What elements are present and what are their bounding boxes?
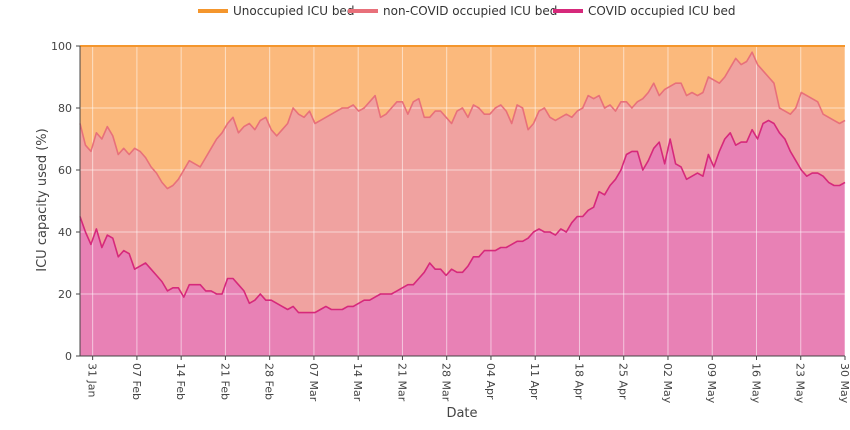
x-tick-label: 14 Mar — [351, 363, 364, 402]
x-axis: 31 Jan 07 Feb 14 Feb 21 Feb 28 Feb 07 Mar 14 M… — [80, 355, 850, 404]
x-tick-label: 30 May — [838, 363, 850, 404]
x-tick-label: 31 Jan — [86, 363, 99, 397]
x-tick-label: 28 Feb — [263, 363, 276, 400]
y-tick-label: 60 — [58, 164, 72, 177]
x-tick-label: 18 Apr — [572, 363, 585, 400]
x-tick-label: 23 May — [794, 363, 807, 404]
y-tick-label: 40 — [58, 226, 72, 239]
x-tick-label: 28 Mar — [440, 363, 453, 402]
x-tick-label: 25 Apr — [617, 363, 630, 400]
x-tick-label: 21 Mar — [395, 363, 408, 402]
y-tick-label: 80 — [58, 102, 72, 115]
x-tick-label: 07 Feb — [130, 363, 143, 400]
covid-area — [80, 120, 845, 357]
legend-label-covid: COVID occupied ICU bed — [588, 4, 735, 18]
legend-item-covid[interactable]: COVID occupied ICU bed — [553, 4, 735, 18]
x-tick-label: 14 Feb — [174, 363, 187, 400]
x-tick-label: 11 Apr — [528, 363, 541, 400]
legend[interactable]: Unoccupied ICU bed non-COVID occupied IC… — [198, 4, 735, 18]
x-tick-label: 21 Feb — [218, 363, 231, 400]
x-tick-label: 02 May — [661, 363, 674, 404]
legend-label-unoccupied: Unoccupied ICU bed — [233, 4, 354, 18]
non-covid-line — [79, 51, 846, 190]
y-tick-label: 0 — [65, 350, 72, 363]
covid-line — [79, 119, 846, 314]
y-axis: 0 20 40 60 80 100 — [51, 40, 81, 363]
x-tick-label: 16 May — [749, 363, 762, 404]
legend-item-unoccupied[interactable]: Unoccupied ICU bed — [198, 4, 354, 18]
x-tick-label: 07 Mar — [307, 363, 320, 402]
y-axis-title: ICU capacity used (%) — [35, 128, 50, 271]
x-axis-title: Date — [446, 406, 477, 421]
legend-item-non-covid[interactable]: non-COVID occupied ICU bed — [348, 4, 557, 18]
y-tick-label: 20 — [58, 288, 72, 301]
x-tick-label: 09 May — [705, 363, 718, 404]
y-tick-label: 100 — [51, 40, 72, 53]
legend-label-non-covid: non-COVID occupied ICU bed — [383, 4, 557, 18]
plot-area — [79, 45, 846, 357]
x-tick-label: 04 Apr — [484, 363, 497, 400]
